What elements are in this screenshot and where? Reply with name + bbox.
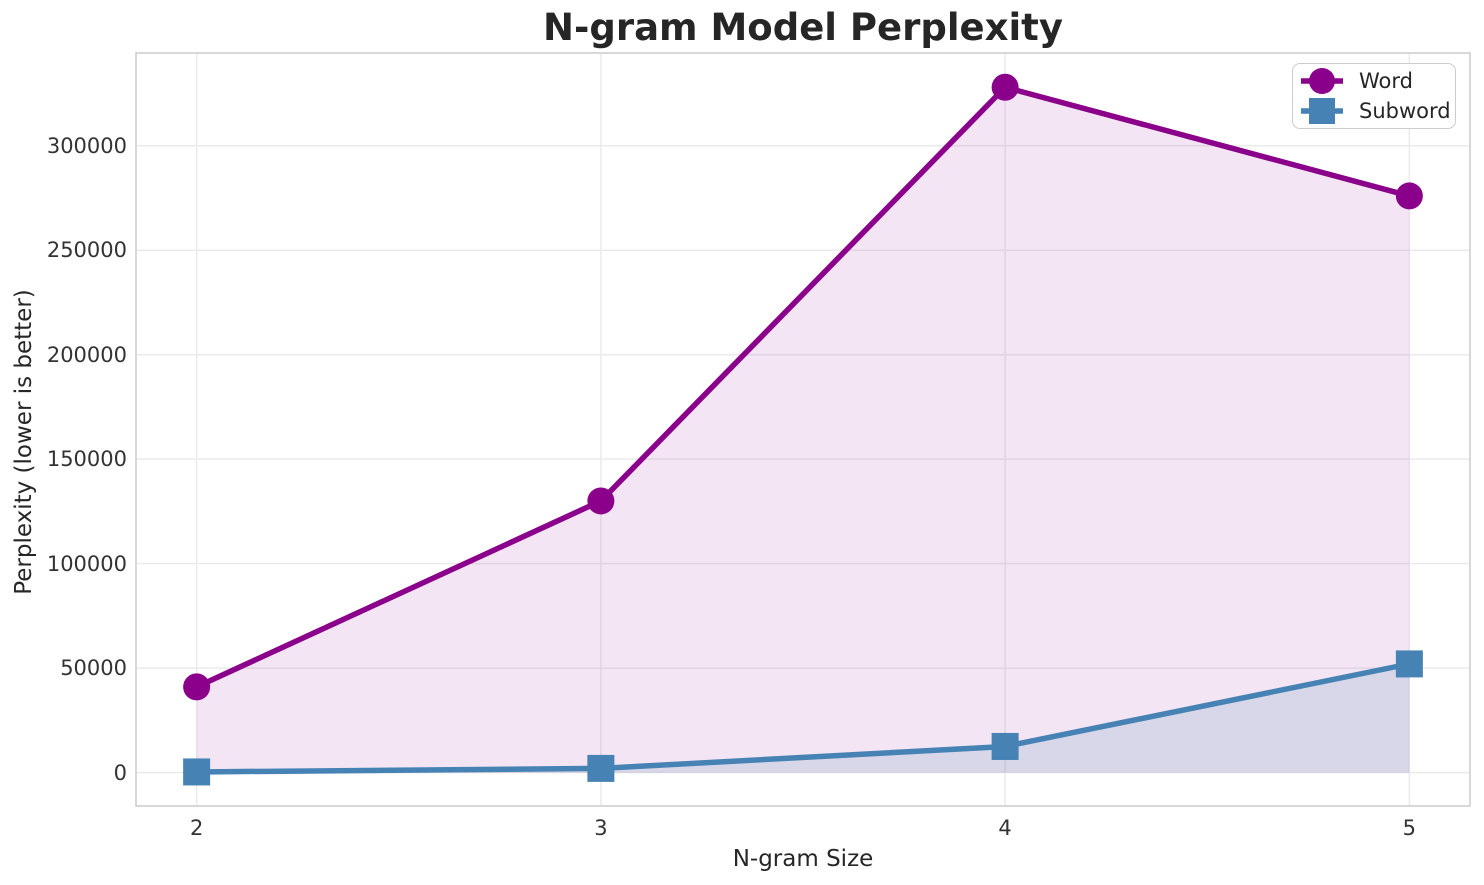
legend-item-word: Word: [1293, 66, 1455, 96]
y-tick-label: 250000: [46, 238, 127, 263]
y-tick-label: 150000: [46, 447, 127, 472]
y-tick-label: 0: [113, 760, 127, 785]
legend: Word Subword: [1292, 63, 1456, 129]
x-tick-label: 5: [1402, 816, 1417, 840]
y-tick-label: 50000: [60, 656, 127, 681]
x-tick-label: 4: [998, 816, 1012, 840]
area-fills: [196, 87, 1410, 773]
plot-border: [135, 52, 1471, 807]
y-tick-label: 100000: [46, 551, 127, 576]
legend-item-subword: Subword: [1293, 96, 1455, 126]
x-axis-label: N-gram Size: [732, 846, 874, 872]
subword-line-square-marker-icon: [1301, 98, 1343, 124]
y-axis-label: Perplexity (lower is better): [11, 289, 37, 595]
y-tick-label: 300000: [46, 133, 127, 158]
y-tick-label: 200000: [46, 342, 127, 367]
x-tick-label: 3: [594, 816, 608, 840]
data-series: [183, 73, 1423, 786]
legend-label-subword: Subword: [1359, 99, 1451, 123]
legend-label-word: Word: [1359, 69, 1413, 93]
gridlines: [136, 53, 1470, 806]
x-tick-label: 2: [189, 816, 204, 840]
chart-title: N-gram Model Perplexity: [543, 6, 1063, 49]
word-line-circle-marker-icon: [1301, 68, 1343, 94]
